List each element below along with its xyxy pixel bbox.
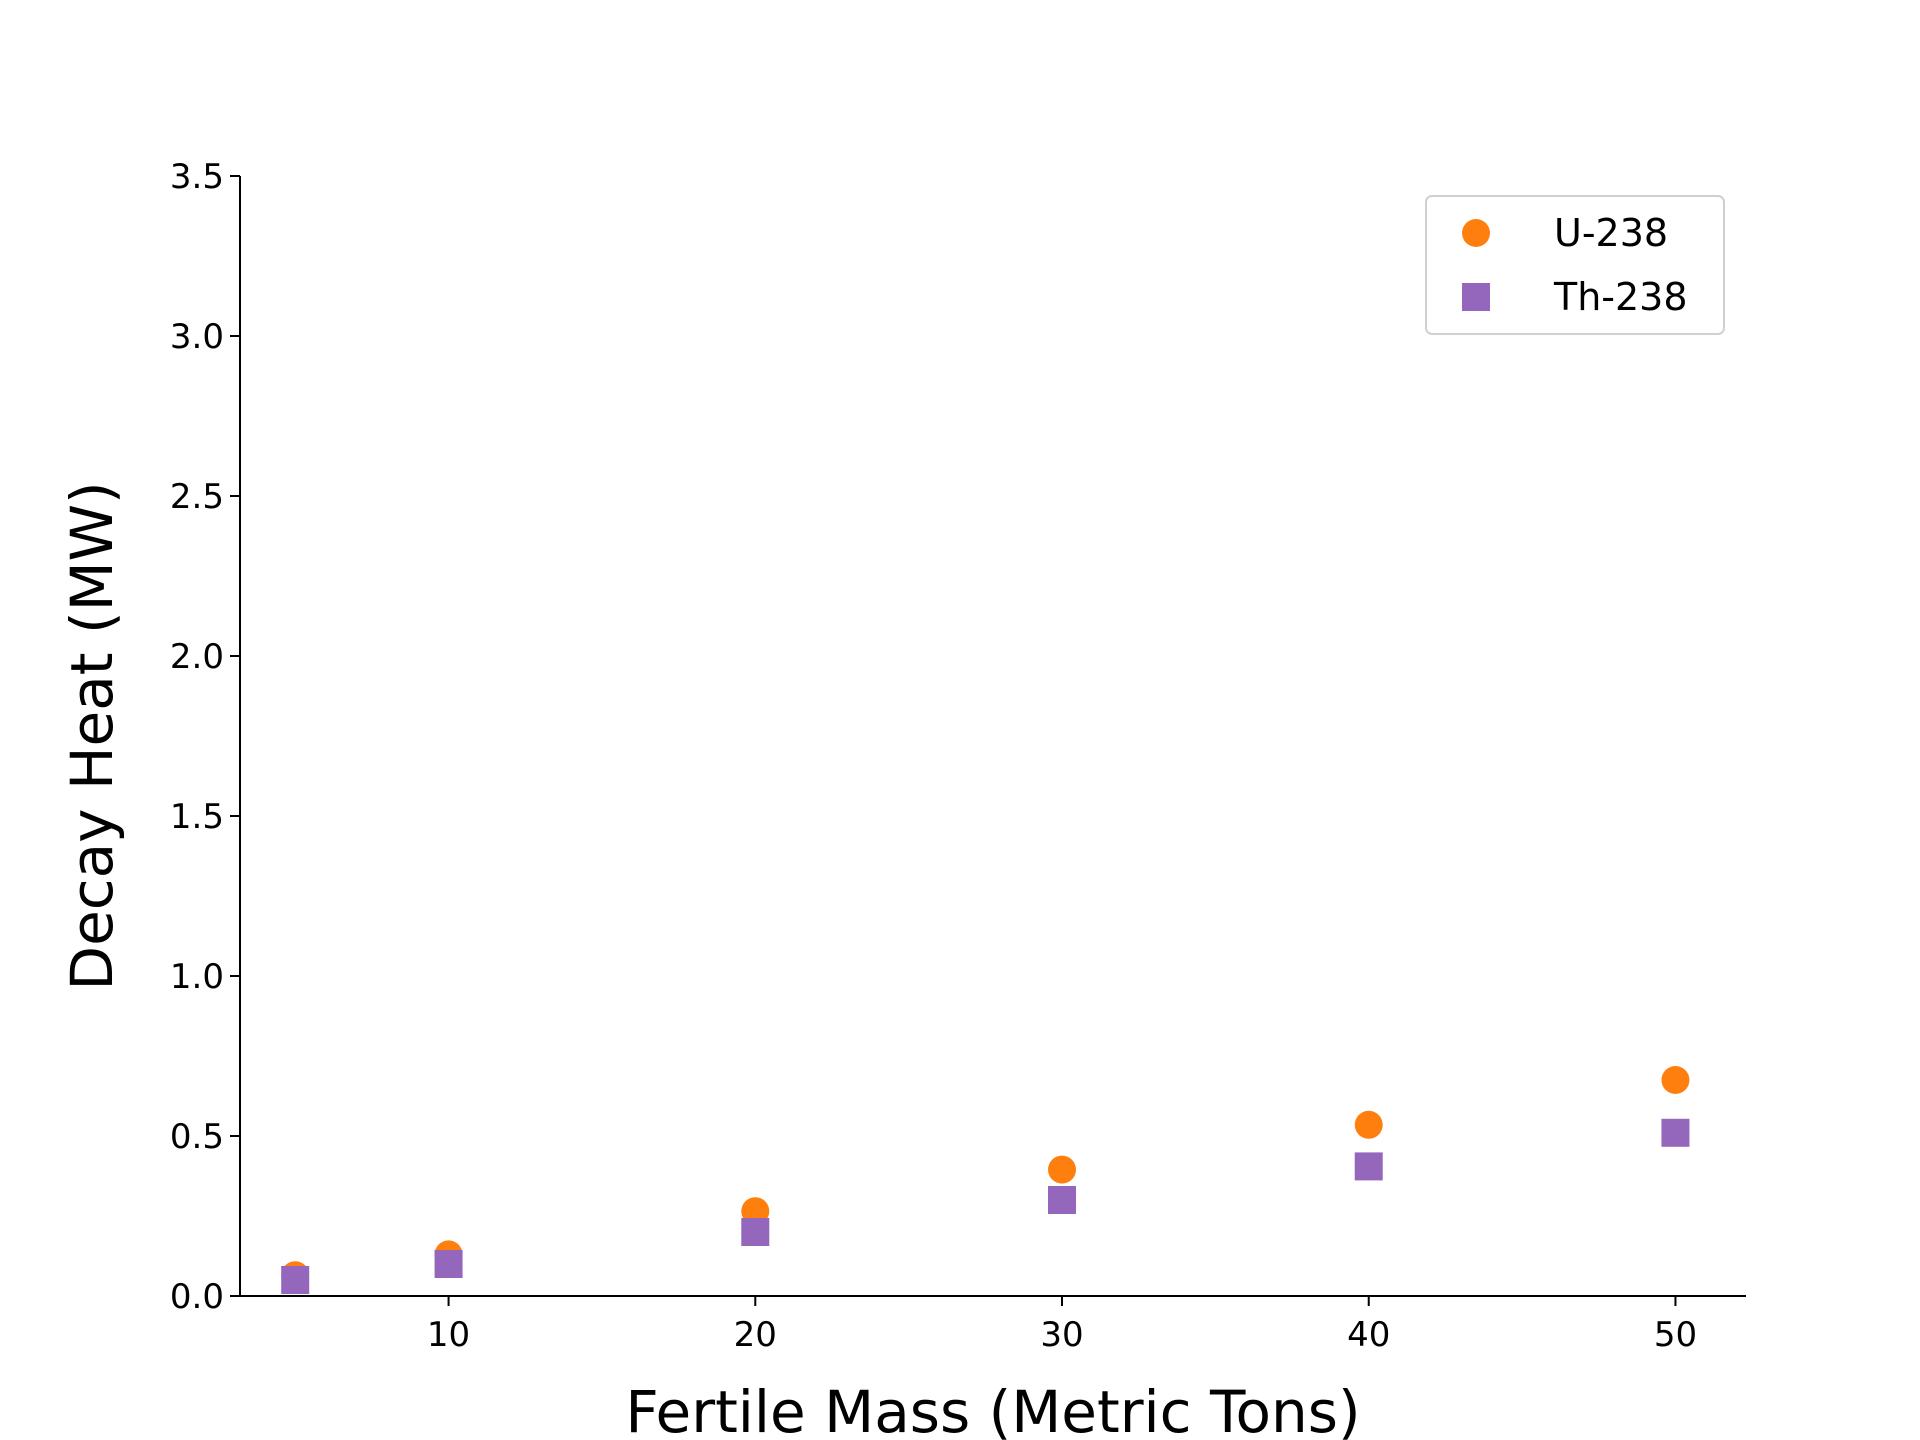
th-238-point [741, 1218, 770, 1246]
th-238-point [434, 1250, 463, 1278]
th-238-point [1048, 1186, 1077, 1214]
legend-frame [1425, 195, 1725, 335]
legend-marker-u-238 [1462, 219, 1490, 247]
th-238-point [1661, 1118, 1690, 1147]
y-tick-label: 3.5 [170, 157, 224, 197]
y-tick-label: 1.0 [170, 957, 224, 997]
y-tick-label: 2.0 [170, 637, 224, 677]
y-tick-label: 1.5 [170, 797, 224, 837]
u-238-point [1354, 1110, 1383, 1139]
u-238-point [1048, 1155, 1077, 1184]
y-tick-label: 3.0 [170, 317, 224, 357]
x-tick-label: 30 [1040, 1315, 1083, 1355]
legend-marker-th-238 [1462, 283, 1490, 311]
x-ticks: 10 20 30 40 50 [427, 1296, 1697, 1355]
x-axis-label: Fertile Mass (Metric Tons) [625, 1378, 1360, 1440]
legend: U-238 Th-238 [1425, 195, 1725, 335]
th-238-point [1354, 1152, 1383, 1181]
y-axis-label: Decay Heat (MW) [58, 481, 126, 990]
data-points [281, 1066, 1690, 1294]
x-tick-label: 20 [734, 1315, 777, 1355]
x-tick-label: 50 [1654, 1315, 1697, 1355]
y-tick-label: 0.0 [170, 1277, 224, 1317]
y-tick-label: 0.5 [170, 1117, 224, 1157]
y-ticks: 0.0 0.5 1.0 1.5 2.0 2.5 3.0 3.5 [170, 157, 240, 1317]
y-tick-label: 2.5 [170, 477, 224, 517]
x-tick-label: 10 [427, 1315, 470, 1355]
x-tick-label: 40 [1347, 1315, 1390, 1355]
u-238-point [1661, 1066, 1690, 1094]
legend-label-u-238: U-238 [1554, 211, 1668, 255]
legend-label-th-238: Th-238 [1553, 275, 1688, 319]
th-238-point [281, 1266, 310, 1294]
